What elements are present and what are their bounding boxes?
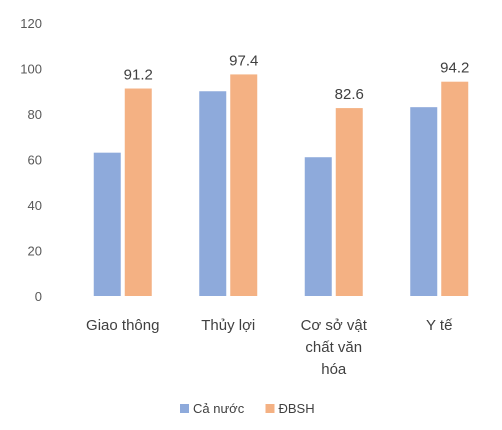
bar-dbsh [230,74,258,296]
x-category-label: chất văn [305,339,362,356]
bars [93,74,469,297]
y-axis: 0 20 40 60 80 100 120 [20,16,42,304]
bar-ca-nuoc [199,91,227,296]
bar-ca-nuoc [304,157,332,296]
y-tick-label: 60 [28,153,42,168]
x-category-label: Cơ sở vật [301,317,368,334]
bar-ca-nuoc [93,152,121,296]
data-labels: 91.2 97.4 82.6 94.2 [124,52,470,103]
legend: Cả nước ĐBSH [180,401,315,416]
bar-ca-nuoc [410,107,438,296]
x-category-label: Giao thông [86,317,159,334]
y-tick-label: 100 [20,62,42,77]
legend-swatch [265,404,275,413]
bar-dbsh [124,88,152,297]
data-label: 91.2 [124,67,153,84]
y-tick-label: 20 [28,244,42,259]
y-tick-label: 40 [28,198,42,213]
data-label: 94.2 [440,60,469,77]
bar-dbsh [441,81,469,296]
x-category-label: Thủy lợi [201,317,255,334]
data-label: 97.4 [229,52,258,69]
legend-label: Cả nước [193,401,245,416]
x-axis: Giao thông Thủy lợi Cơ sở vật chất văn hóa Y … [86,317,453,378]
x-category-label: hóa [321,361,347,378]
y-tick-label: 80 [28,107,42,122]
x-category-label: Y tế [426,317,453,334]
y-tick-label: 0 [35,289,42,304]
bar-dbsh [335,108,363,297]
legend-label: ĐBSH [279,401,315,416]
legend-swatch [180,404,189,413]
y-tick-label: 120 [20,16,42,31]
data-label: 82.6 [335,86,364,103]
